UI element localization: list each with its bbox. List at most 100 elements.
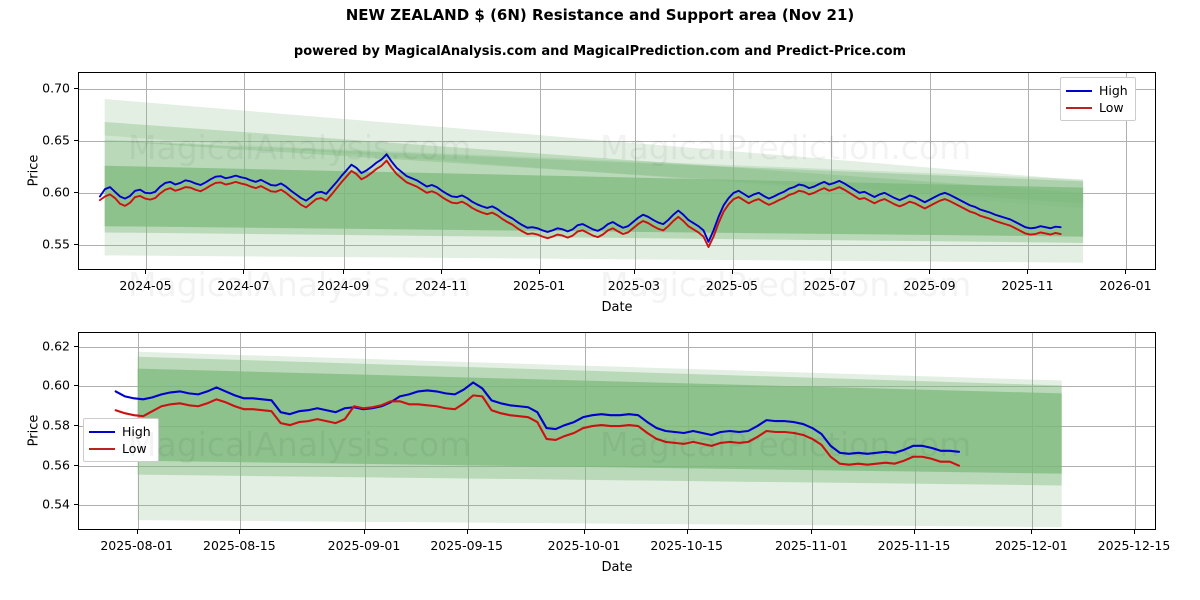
x-tick-mark xyxy=(811,530,813,534)
bottom-x-axis-label: Date xyxy=(601,560,633,575)
x-tick-mark xyxy=(829,270,831,274)
legend-label: Low xyxy=(1099,100,1124,115)
gridline-vertical xyxy=(1028,73,1030,269)
x-tick-label: 2025-05 xyxy=(705,278,758,293)
x-tick-label: 2025-08-15 xyxy=(203,538,276,553)
x-tick-mark xyxy=(731,270,733,274)
legend-swatch-high-icon xyxy=(1066,89,1092,92)
x-tick-label: 2026-01 xyxy=(1099,278,1152,293)
y-tick-mark xyxy=(74,345,78,347)
y-tick-label: 0.58 xyxy=(42,417,70,433)
gridline-vertical xyxy=(732,73,734,269)
x-tick-label: 2025-09-01 xyxy=(327,538,401,553)
y-tick-mark xyxy=(74,191,78,193)
legend-item-low[interactable]: Low xyxy=(1066,99,1128,116)
x-tick-label: 2025-10-01 xyxy=(547,538,621,553)
x-tick-mark xyxy=(539,270,541,274)
gridline-horizontal xyxy=(79,88,1155,90)
x-tick-mark xyxy=(633,270,635,274)
x-tick-label: 2025-11-15 xyxy=(877,538,951,553)
gridline-vertical xyxy=(634,73,636,269)
x-tick-mark xyxy=(243,270,245,274)
y-tick-label: 0.65 xyxy=(42,132,70,148)
y-tick-mark xyxy=(74,243,78,245)
x-tick-mark xyxy=(441,270,443,274)
legend-label: High xyxy=(1099,83,1128,98)
top-x-axis-label: Date xyxy=(601,300,633,315)
x-tick-mark xyxy=(239,530,241,534)
series-line-high xyxy=(98,153,1062,243)
x-tick-label: 2024-09 xyxy=(316,278,370,293)
x-tick-label: 2025-09 xyxy=(903,278,956,293)
x-tick-mark xyxy=(1134,530,1135,534)
y-tick-label: 0.55 xyxy=(42,236,70,252)
x-tick-mark xyxy=(1031,530,1033,534)
x-tick-label: 2025-11 xyxy=(1001,278,1054,293)
x-tick-label: 2025-01 xyxy=(512,278,566,293)
x-tick-label: 2025-07 xyxy=(803,278,856,293)
gridline-horizontal xyxy=(79,505,1155,507)
legend-item-low[interactable]: Low xyxy=(89,440,151,457)
page-title: NEW ZEALAND $ (6N) Resistance and Suppor… xyxy=(345,6,855,24)
legend-label: Low xyxy=(122,441,147,456)
x-tick-mark xyxy=(1027,270,1029,274)
legend-item-high[interactable]: High xyxy=(1066,82,1128,99)
x-tick-label: 2025-12-01 xyxy=(995,538,1068,553)
gridline-vertical xyxy=(1135,333,1136,529)
series-line-high xyxy=(114,381,961,455)
top-plot-area xyxy=(78,72,1156,270)
top-legend: High Low xyxy=(1060,77,1136,121)
y-tick-label: 0.56 xyxy=(42,457,70,473)
x-tick-mark xyxy=(364,530,365,534)
y-tick-mark xyxy=(74,425,78,427)
y-tick-mark xyxy=(74,464,78,466)
legend-label: High xyxy=(122,424,151,439)
x-tick-label: 2024-07 xyxy=(217,278,270,293)
x-tick-mark xyxy=(584,530,585,534)
legend-item-high[interactable]: High xyxy=(89,423,151,440)
x-tick-mark xyxy=(466,530,468,534)
y-tick-mark xyxy=(74,385,78,387)
bottom-chart-panel xyxy=(78,332,1156,530)
gridline-horizontal xyxy=(79,244,1155,246)
gridline-vertical xyxy=(1126,73,1128,269)
top-chart-panel xyxy=(78,72,1156,270)
bottom-legend: High Low xyxy=(83,418,159,462)
page-subtitle: powered by MagicalAnalysis.com and Magic… xyxy=(293,44,907,59)
y-tick-label: 0.60 xyxy=(42,377,70,393)
price-band-support-core xyxy=(104,165,1084,237)
y-tick-mark xyxy=(74,504,78,506)
gridline-vertical xyxy=(344,73,346,269)
x-tick-label: 2025-10-15 xyxy=(650,538,723,553)
top-y-axis-label: Price xyxy=(26,154,42,187)
chart-canvas xyxy=(114,351,1062,528)
chart-canvas xyxy=(98,99,1084,263)
y-tick-label: 0.60 xyxy=(42,184,70,200)
bottom-plot-area xyxy=(78,332,1156,530)
gridline-vertical xyxy=(442,73,444,269)
x-tick-mark xyxy=(1125,270,1127,274)
gridline-vertical xyxy=(830,73,832,269)
x-tick-mark xyxy=(914,530,915,534)
y-tick-mark xyxy=(74,139,78,141)
x-tick-mark xyxy=(136,530,138,534)
x-tick-mark xyxy=(145,270,147,274)
x-tick-label: 2025-12-15 xyxy=(1097,538,1171,553)
x-tick-label: 2024-05 xyxy=(119,278,172,293)
x-tick-mark xyxy=(929,270,931,274)
x-tick-label: 2025-11-01 xyxy=(775,538,848,553)
y-tick-label: 0.54 xyxy=(42,496,70,512)
gridline-vertical xyxy=(930,73,932,269)
x-tick-label: 2024-11 xyxy=(414,278,468,293)
top-plot-inner xyxy=(79,73,1155,269)
series-line-low xyxy=(98,159,1062,248)
gridline-horizontal xyxy=(79,346,1155,348)
bottom-plot-inner xyxy=(79,333,1155,529)
legend-swatch-low-icon xyxy=(1066,106,1092,109)
legend-swatch-low-icon xyxy=(89,447,115,450)
legend-swatch-high-icon xyxy=(89,430,115,433)
gridline-horizontal xyxy=(79,140,1155,142)
gridline-vertical xyxy=(540,73,542,269)
x-tick-label: 2025-03 xyxy=(607,278,660,293)
bottom-y-axis-label: Price xyxy=(26,414,42,447)
